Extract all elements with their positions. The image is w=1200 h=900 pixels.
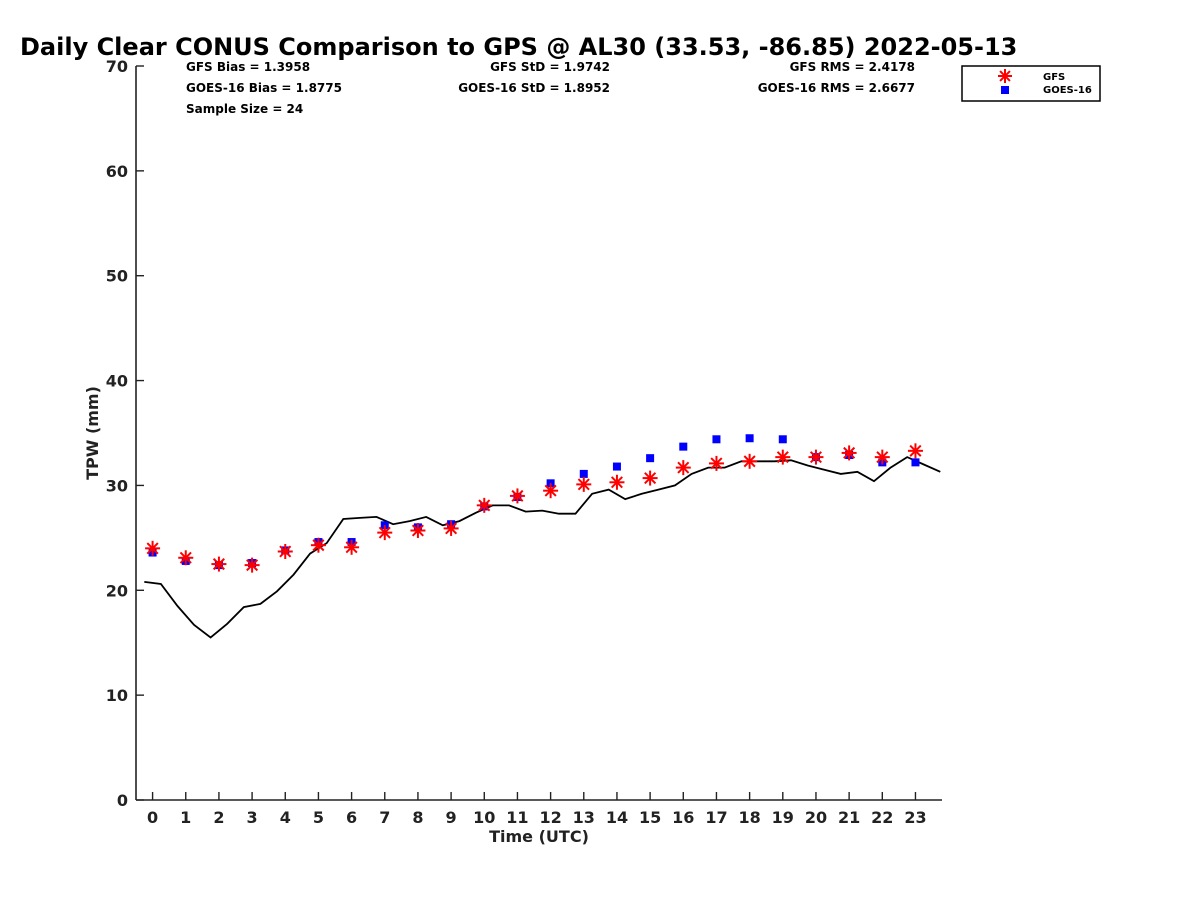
x-tick-label: 21 [838, 808, 860, 827]
x-tick-label: 2 [213, 808, 224, 827]
gfs-point [509, 488, 525, 504]
gfs-point [211, 556, 227, 572]
plot-area [144, 434, 941, 639]
gfs-point [344, 539, 360, 555]
goes-16-point [579, 469, 588, 478]
y-tick-label: 20 [106, 581, 128, 600]
goes-16-point [911, 458, 920, 467]
line-series [144, 456, 941, 639]
goes-16-point [679, 442, 688, 451]
x-tick-label: 12 [539, 808, 561, 827]
x-tick-label: 15 [639, 808, 661, 827]
gfs-point [244, 557, 260, 573]
gfs-point [742, 453, 758, 469]
legend-goes-marker [1001, 86, 1009, 94]
gfs-point [907, 443, 923, 459]
y-tick-label: 60 [106, 162, 128, 181]
goes-bias-label: GOES-16 Bias = 1.8775 [186, 81, 342, 95]
gfs-point [410, 523, 426, 539]
gfs-point [277, 543, 293, 559]
legend-gfs-asterisk [998, 69, 1012, 83]
gfs-point [708, 455, 724, 471]
gfs-point [775, 449, 791, 465]
legend: GFS GOES-16 [961, 65, 1101, 102]
x-tick-label: 5 [313, 808, 324, 827]
stats-panel: GFS Bias = 1.3958 GOES-16 Bias = 1.8775 … [186, 60, 915, 116]
x-axis: 0 1 2 3 4 5 6 7 8 9 10 11 12 13 14 15 16 17 18 19 20 21 22 23 [136, 792, 942, 827]
goes-std-label: GOES-16 StD = 1.8952 [458, 81, 610, 95]
x-tick-label: 8 [412, 808, 423, 827]
x-tick-label: 14 [606, 808, 628, 827]
x-tick-label: 20 [805, 808, 827, 827]
gfs-point [675, 460, 691, 476]
gfs-point [377, 525, 393, 541]
legend-goes-label: GOES-16 [1043, 85, 1092, 96]
x-tick-label: 0 [147, 808, 158, 827]
goes-16-point [612, 462, 621, 471]
gfs-point [443, 520, 459, 536]
legend-box [961, 65, 1101, 102]
x-tick-label: 11 [506, 808, 528, 827]
x-tick-label: 6 [346, 808, 357, 827]
y-tick-label: 10 [106, 686, 128, 705]
x-tick-label: 9 [446, 808, 457, 827]
y-axis: 0 10 20 30 40 50 60 70 [106, 57, 144, 810]
x-tick-label: 23 [904, 808, 926, 827]
y-tick-label: 0 [117, 791, 128, 810]
goes-16-point [745, 434, 754, 443]
x-tick-label: 16 [672, 808, 694, 827]
x-tick-label: 13 [573, 808, 595, 827]
x-tick-label: 17 [705, 808, 727, 827]
x-axis-label: Time (UTC) [489, 827, 589, 846]
legend-gfs-marker [998, 69, 1012, 83]
gfs-point [874, 449, 890, 465]
goes-16-point [778, 435, 787, 444]
goes-rms-label: GOES-16 RMS = 2.6677 [758, 81, 915, 95]
x-tick-label: 7 [379, 808, 390, 827]
gfs-point [178, 550, 194, 566]
x-tick-label: 19 [772, 808, 794, 827]
y-tick-label: 70 [106, 57, 128, 76]
gfs-point [310, 537, 326, 553]
y-axis-label: TPW (mm) [83, 386, 102, 480]
legend-gfs-label: GFS [1043, 72, 1065, 83]
y-tick-label: 30 [106, 476, 128, 495]
y-tick-label: 50 [106, 267, 128, 286]
gfs-point [576, 476, 592, 492]
gfs-point [145, 540, 161, 556]
x-tick-label: 1 [180, 808, 191, 827]
gfs-point [543, 483, 559, 499]
x-tick-label: 4 [280, 808, 291, 827]
gfs-std-label: GFS StD = 1.9742 [490, 60, 610, 74]
gfs-point [808, 449, 824, 465]
goes-16-point [712, 435, 721, 444]
gfs-point [609, 474, 625, 490]
sample-size-label: Sample Size = 24 [186, 102, 303, 116]
x-tick-label: 10 [473, 808, 495, 827]
gfs-point [642, 470, 658, 486]
chart-title: Daily Clear CONUS Comparison to GPS @ AL… [20, 33, 1017, 61]
goes-16-point [646, 454, 655, 463]
x-tick-label: 18 [738, 808, 760, 827]
gfs-rms-label: GFS RMS = 2.4178 [790, 60, 915, 74]
gfs-point [841, 445, 857, 461]
gfs-bias-label: GFS Bias = 1.3958 [186, 60, 310, 74]
x-tick-label: 22 [871, 808, 893, 827]
y-tick-label: 40 [106, 372, 128, 391]
x-tick-label: 3 [247, 808, 258, 827]
gfs-point [476, 497, 492, 513]
